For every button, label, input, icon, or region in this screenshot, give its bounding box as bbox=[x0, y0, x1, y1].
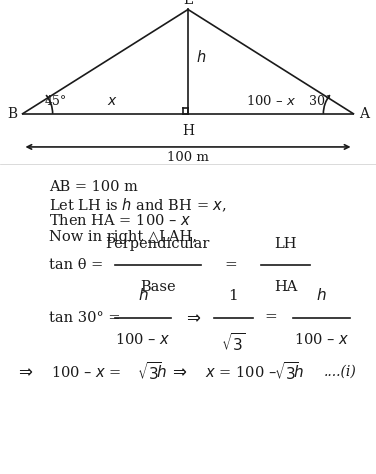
Text: $\Rightarrow$: $\Rightarrow$ bbox=[169, 364, 188, 381]
Text: $h$: $h$ bbox=[293, 364, 304, 380]
Text: 100 – $x$ =: 100 – $x$ = bbox=[51, 365, 121, 380]
Text: $x$: $x$ bbox=[108, 94, 118, 108]
Text: $h$: $h$ bbox=[196, 49, 206, 65]
Text: Then HA = 100 – $x$: Then HA = 100 – $x$ bbox=[49, 213, 191, 228]
Text: $\Rightarrow$: $\Rightarrow$ bbox=[15, 364, 33, 381]
Text: $h$: $h$ bbox=[156, 364, 167, 380]
Text: 30°: 30° bbox=[308, 95, 331, 108]
Text: Base: Base bbox=[140, 280, 176, 294]
Text: $h$: $h$ bbox=[138, 287, 148, 303]
Text: H: H bbox=[182, 124, 194, 138]
Text: $x$ = 100 –: $x$ = 100 – bbox=[205, 365, 277, 380]
Text: =: = bbox=[225, 258, 238, 273]
Text: $\Rightarrow$: $\Rightarrow$ bbox=[183, 309, 201, 326]
Text: B: B bbox=[7, 107, 17, 121]
Text: 100 – $x$: 100 – $x$ bbox=[115, 332, 171, 347]
Text: Now in right △LAH,: Now in right △LAH, bbox=[49, 230, 197, 244]
Text: 1: 1 bbox=[228, 289, 238, 303]
Text: 100 – $x$: 100 – $x$ bbox=[246, 94, 296, 108]
Text: HA: HA bbox=[274, 280, 297, 294]
Text: 100 – $x$: 100 – $x$ bbox=[294, 332, 349, 347]
Text: 45°: 45° bbox=[45, 95, 67, 108]
Text: $\sqrt{3}$: $\sqrt{3}$ bbox=[137, 361, 162, 383]
Text: $\sqrt{3}$: $\sqrt{3}$ bbox=[221, 332, 246, 354]
Text: ....(i): ....(i) bbox=[323, 365, 356, 379]
Text: =: = bbox=[264, 310, 277, 325]
Text: LH: LH bbox=[274, 237, 297, 251]
Text: Let LH is $h$ and BH = $x$,: Let LH is $h$ and BH = $x$, bbox=[49, 197, 227, 214]
Text: $\sqrt{3}$: $\sqrt{3}$ bbox=[274, 361, 299, 383]
Text: Perpendicular: Perpendicular bbox=[106, 237, 210, 251]
Text: tan θ =: tan θ = bbox=[49, 258, 103, 273]
Text: 100 m: 100 m bbox=[167, 151, 209, 164]
Text: L: L bbox=[183, 0, 193, 7]
Text: AB = 100 m: AB = 100 m bbox=[49, 180, 138, 194]
Text: tan 30° =: tan 30° = bbox=[49, 310, 120, 325]
Text: A: A bbox=[359, 107, 369, 121]
Text: $h$: $h$ bbox=[316, 287, 327, 303]
